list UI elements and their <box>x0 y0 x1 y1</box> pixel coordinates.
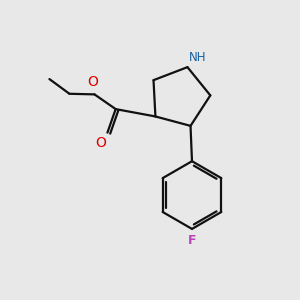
Text: O: O <box>88 75 98 89</box>
Text: O: O <box>95 136 106 150</box>
Text: F: F <box>188 234 196 247</box>
Text: NH: NH <box>189 51 206 64</box>
